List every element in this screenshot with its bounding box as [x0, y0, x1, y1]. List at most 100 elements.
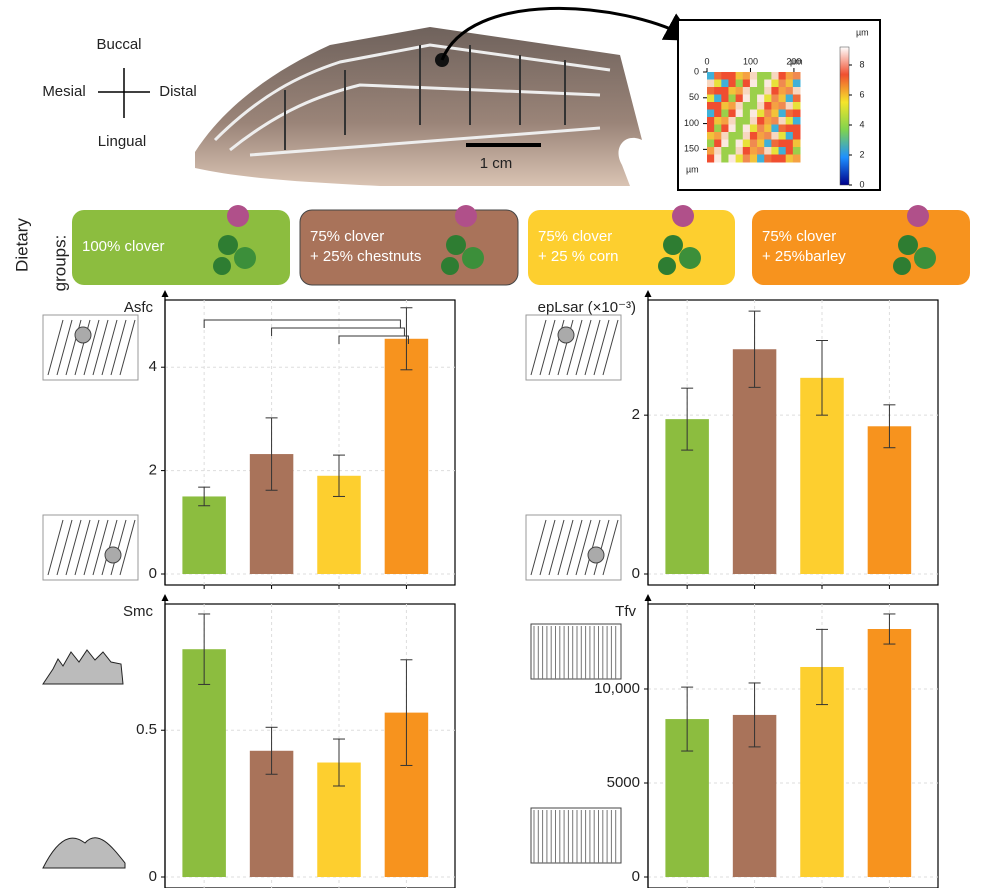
heatmap-cell: [792, 139, 801, 148]
heatmap-cell: [735, 87, 744, 95]
heatmap-cell: [728, 124, 737, 133]
heatmap-cell: [749, 102, 758, 110]
chart: 0 5000 10,000 Tfv: [530, 594, 939, 888]
texture-icon: [42, 514, 139, 581]
heatmap-cell: [728, 87, 737, 95]
enamel-lines: [213, 43, 611, 157]
heatmap-cell: [757, 87, 765, 95]
y-axis-title: epLsar (×10⁻³): [538, 299, 636, 316]
heatmap-cell: [707, 139, 715, 148]
colorbar: [839, 46, 850, 186]
heatmap-cell: [778, 109, 787, 118]
clover-leaf: [234, 247, 256, 269]
heatmap-cell: [764, 117, 772, 125]
heatmap-cell: [771, 79, 780, 88]
y-tick-label: 0: [149, 565, 157, 582]
heatmap-cell: [778, 147, 787, 155]
heatmap-cell: [714, 132, 722, 140]
chart: 0 2 4 Asfc: [42, 290, 456, 589]
heatmap-cell: [728, 72, 737, 80]
heatmap-cell: [785, 102, 794, 110]
heatmap-cell: [742, 72, 751, 80]
heatmap-cell: [771, 139, 780, 148]
heatmap-cell: [749, 72, 758, 80]
heatmap-cell: [792, 102, 801, 110]
heatmap-cell: [721, 102, 729, 110]
heatmap-cell: [778, 139, 787, 148]
heatmap-cell: [764, 139, 772, 148]
heatmap-cell: [728, 154, 737, 163]
texture-scratch: [593, 319, 610, 376]
heatmap-cell: [792, 154, 801, 163]
heatmap-cell: [707, 72, 715, 80]
colorbar-tick-label: 4: [859, 119, 864, 129]
inset-y-tick-label: 100: [684, 118, 699, 128]
clover-leaf: [462, 247, 484, 269]
inset-y-tick-label: 50: [689, 92, 699, 102]
bar: [182, 649, 226, 877]
y-tick-label: 10,000: [594, 680, 640, 697]
heatmap-cell: [771, 154, 780, 163]
heatmap-cell: [749, 154, 758, 163]
y-tick-label: 2: [632, 406, 640, 423]
heatmap-cell: [792, 124, 801, 133]
significance-bracket: [203, 319, 401, 328]
heatmap-cell: [742, 79, 751, 88]
heatmap-cell: [735, 147, 744, 155]
heatmap-cell: [785, 109, 794, 118]
heatmap-cell: [749, 117, 758, 125]
clover-leaf: [218, 235, 238, 255]
heatmap-cell: [764, 87, 772, 95]
heatmap-cell: [735, 139, 744, 148]
clover-flower: [455, 205, 477, 227]
heatmap-cell: [771, 117, 780, 125]
tooth-edges: [284, 45, 566, 150]
volume-icon: [530, 807, 622, 864]
clover-leaf: [658, 257, 676, 275]
inset-unit: µm: [790, 56, 803, 66]
heatmap-cell: [728, 139, 737, 148]
y-tick-label: 2: [149, 462, 157, 479]
tooth-row: [195, 27, 642, 186]
texture-scratch: [92, 519, 109, 576]
texture-scratch: [65, 519, 82, 576]
heatmap-cell: [771, 72, 780, 80]
heatmap-cell: [778, 79, 787, 88]
texture-scratch: [119, 519, 136, 576]
heatmap-cell: [785, 79, 794, 88]
texture-scratch: [566, 519, 583, 576]
heatmap-cell: [785, 139, 794, 148]
group-label: + 25%barley: [762, 248, 846, 265]
texture-scratch: [593, 519, 610, 576]
heatmap-cell: [749, 109, 758, 118]
heatmap-cell: [714, 102, 722, 110]
texture-scratch: [56, 519, 73, 576]
inset-y-tick-label: 0: [694, 66, 699, 76]
texture-scratch: [110, 319, 127, 376]
texture-icon: [525, 514, 622, 581]
heatmap-cell: [735, 102, 744, 110]
heatmap-cell: [707, 87, 715, 95]
y-axis-title: Smc: [123, 603, 154, 620]
texture-scratch: [548, 519, 565, 576]
heatmap-cell: [735, 79, 744, 88]
heatmap-cell: [714, 139, 722, 148]
heatmap-cell: [778, 124, 787, 133]
heatmap-cell: [742, 139, 751, 148]
texture-scratch: [602, 319, 619, 376]
texture-scratch: [575, 319, 592, 376]
clover-leaf: [679, 247, 701, 269]
heatmap-cell: [764, 132, 772, 140]
heatmap-cell: [757, 124, 765, 133]
clover-leaf: [446, 235, 466, 255]
heatmap-cell: [785, 124, 794, 133]
tooth-image: 1 cm: [195, 6, 696, 186]
heatmap-cell: [757, 117, 765, 125]
texture-scratch: [530, 319, 547, 376]
heatmap-cell: [714, 94, 722, 103]
heatmap-cell: [757, 72, 765, 80]
heatmap-cell: [714, 79, 722, 88]
heatmap-cell: [764, 94, 772, 103]
texture-icon: [525, 314, 622, 381]
